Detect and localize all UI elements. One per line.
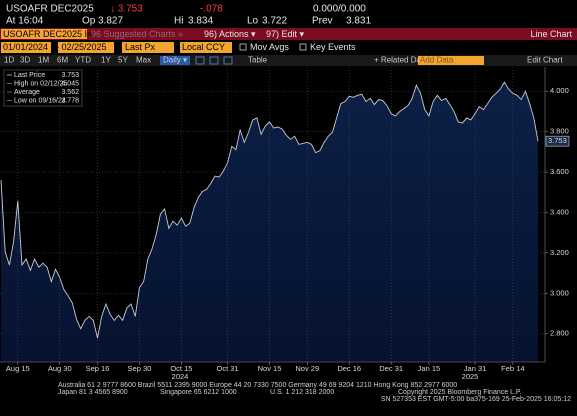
x-tick-label: Dec 31 <box>379 364 403 373</box>
field-select[interactable] <box>122 42 174 53</box>
x-tick-label: Aug 15 <box>6 364 30 373</box>
period-button[interactable]: 1M <box>38 56 49 65</box>
security-text[interactable]: USOAFR DEC2025 In <box>3 29 92 39</box>
open-label: Op <box>82 16 96 27</box>
footer-line: Australia 61 2 9777 8600 Brazil 5511 239… <box>58 382 457 389</box>
y-tick-label: 3.200 <box>550 248 569 257</box>
legend-label: Average <box>14 89 40 96</box>
legend-value: 3.562 <box>61 89 79 96</box>
footer-line: SN 527353 EST GMT-5:00 ba375-169 25-Feb-… <box>381 396 571 403</box>
checkbox[interactable] <box>299 43 307 51</box>
y-tick-label: 2.800 <box>550 329 569 338</box>
legend-label: High on 02/12/25 <box>14 80 67 87</box>
ticker: USOAFR DEC2025 <box>6 4 94 15</box>
x-tick-label: Dec 16 <box>337 364 361 373</box>
currency-select[interactable] <box>180 42 232 53</box>
chart-icon[interactable] <box>223 56 233 65</box>
last-price: ↓ 3.753 <box>110 4 143 15</box>
add-data[interactable]: Add Data <box>420 56 454 65</box>
end-date[interactable]: - 02/25/2025 <box>56 42 107 52</box>
y-tick-label: 3.800 <box>550 127 569 136</box>
x-tick-label: Nov 29 <box>295 364 319 373</box>
period-button[interactable]: Max <box>136 56 151 65</box>
add-data-field[interactable] <box>418 56 484 65</box>
x-tick-label: Feb 14 <box>501 364 524 373</box>
start-date-field[interactable] <box>1 42 51 53</box>
y-tick-label: 3.400 <box>550 207 569 216</box>
x-tick-label: Oct 31 <box>217 364 239 373</box>
quote-time: At 16:04 <box>6 16 44 27</box>
x-tick-label: Sep 30 <box>128 364 152 373</box>
x-tick-label: Nov 15 <box>258 364 282 373</box>
period-button[interactable]: 6M <box>57 56 68 65</box>
x-tick-label: Oct 15 <box>170 364 192 373</box>
actions-menu[interactable]: 96) Actions ▾ <box>204 29 256 39</box>
start-date[interactable]: 01/01/2024 <box>3 42 48 52</box>
y-tick-label: 3.600 <box>550 167 569 176</box>
low-label: Lo <box>247 16 259 27</box>
edit-menu[interactable]: 97) Edit ▾ <box>266 29 305 39</box>
table-button[interactable]: Table <box>248 56 268 65</box>
net-change: -.078 <box>200 4 223 15</box>
footer-line: U.S. 1 212 318 2000 <box>270 389 334 396</box>
legend-label: Last Price <box>14 72 45 79</box>
open-value: 3.827 <box>98 16 123 27</box>
suggested-charts[interactable]: 96 Suggested Charts » <box>91 29 183 39</box>
high-value: 3.834 <box>188 16 213 27</box>
year-label: 2025 <box>462 372 479 381</box>
frequency[interactable]: Daily ▾ <box>163 56 187 65</box>
x-tick-label: Jan 15 <box>418 364 441 373</box>
legend-value: 2.778 <box>61 97 79 104</box>
mov-avgs[interactable]: Mov Avgs <box>250 42 289 52</box>
low-value: 3.722 <box>262 16 287 27</box>
footer-line: Japan 81 3 4565 8900 <box>58 389 128 396</box>
period-button[interactable]: 5Y <box>118 56 128 65</box>
view-title: Line Chart <box>530 29 572 39</box>
bid-ask: 0.000/0.000 <box>313 4 366 15</box>
x-tick-label: Aug 30 <box>48 364 72 373</box>
period-button[interactable]: 3D <box>20 56 30 65</box>
period-button[interactable]: 1D <box>4 56 14 65</box>
plot-area: 2.800 3.000 3.200 3.400 3.600 3.800 4.000 Aug 1… <box>0 67 570 373</box>
legend-box <box>3 69 83 107</box>
y-tick-label: 3.000 <box>550 288 569 297</box>
currency-text[interactable]: Local CCY <box>182 42 225 52</box>
period-button[interactable]: 1Y <box>101 56 111 65</box>
legend-label: Low on 09/16/24 <box>14 97 66 104</box>
period-bar <box>0 55 577 66</box>
prev-value: 3.831 <box>346 16 371 27</box>
last-price-tag-label: 3.753 <box>548 136 567 145</box>
security-field[interactable] <box>1 29 87 39</box>
key-events[interactable]: Key Events <box>310 42 356 52</box>
end-date-field[interactable] <box>58 42 114 53</box>
frequency-select[interactable] <box>160 56 190 65</box>
footer-line: Copyright 2025 Bloomberg Finance L.P. <box>398 389 522 396</box>
legend-value: 4.045 <box>61 80 79 87</box>
legend-value: 3.753 <box>61 72 79 79</box>
high-label: Hi <box>174 16 183 27</box>
last-price-tag <box>545 135 570 147</box>
field-text[interactable]: Last Px <box>125 42 156 52</box>
related-data[interactable]: + Related Dat <box>374 56 424 65</box>
period-button[interactable]: YTD <box>75 56 91 65</box>
footer-line: Singapore 65 6212 1000 <box>160 389 237 396</box>
y-tick-label: 4.000 <box>550 86 569 95</box>
year-label: 2024 <box>172 372 189 381</box>
price-area <box>1 82 538 363</box>
chart-icon[interactable] <box>209 56 219 65</box>
x-tick-label: Sep 16 <box>86 364 110 373</box>
x-tick-label: Jan 31 <box>464 364 487 373</box>
prev-label: Prev <box>312 16 333 27</box>
menu-bar <box>0 28 577 40</box>
edit-chart[interactable]: Edit Chart <box>527 56 563 65</box>
checkbox[interactable] <box>239 43 247 51</box>
price-line <box>0 81 539 339</box>
chart-icon[interactable] <box>195 56 205 65</box>
